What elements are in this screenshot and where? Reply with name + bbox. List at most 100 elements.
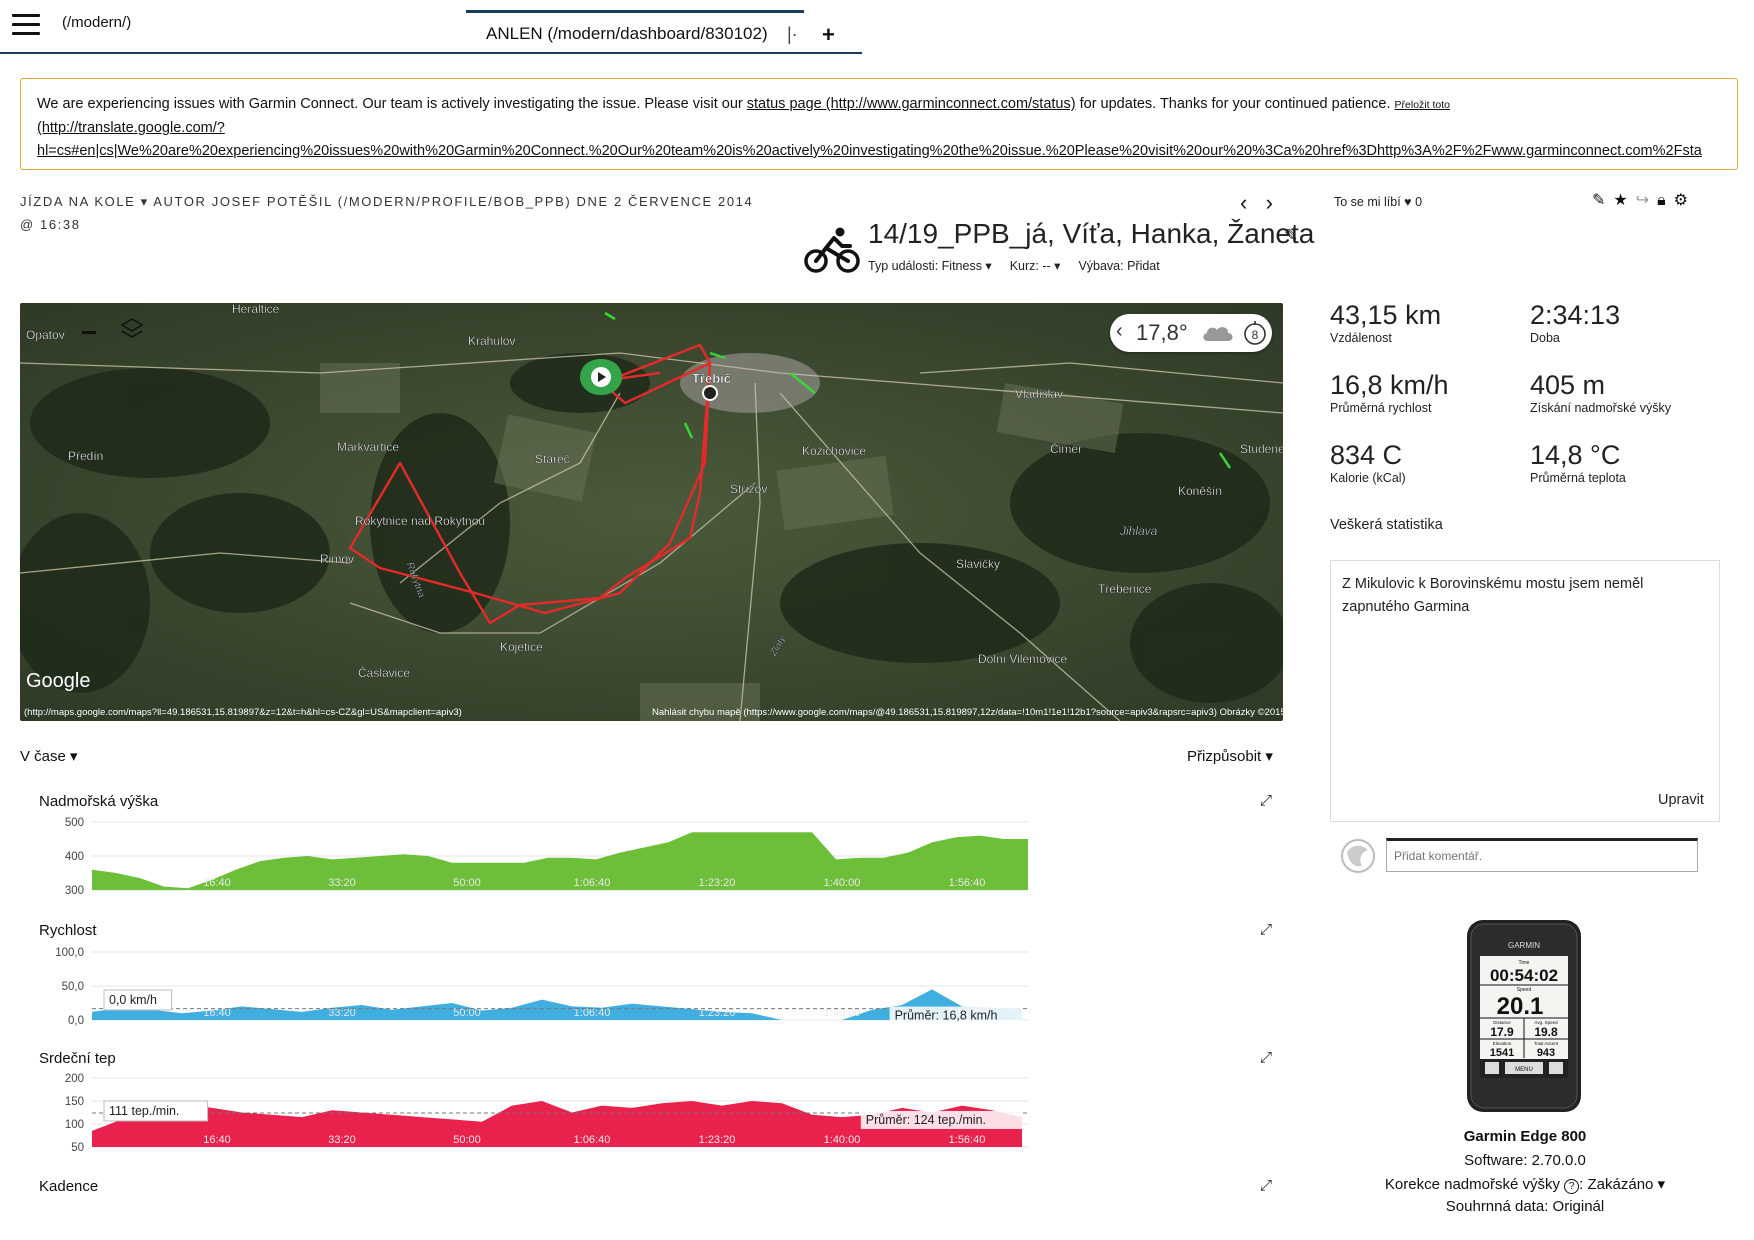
- hover-tooltip-text: 111 tep./min.: [109, 1104, 179, 1118]
- series-area: [92, 989, 1022, 1020]
- x-tick-label: 1:06:40: [574, 1007, 611, 1019]
- stat-value: 405 m: [1530, 370, 1606, 400]
- expand-icon[interactable]: ⤢: [1260, 921, 1273, 938]
- map-label: Předín: [68, 449, 103, 463]
- stat-calories: 834 C Kalorie (kCal): [1330, 440, 1406, 485]
- screen-distance: 17.9: [1490, 1025, 1514, 1039]
- map-label: Heraltice: [232, 303, 280, 316]
- add-tab-button[interactable]: +: [822, 22, 835, 47]
- map-label: Vladislav: [1015, 387, 1063, 401]
- screen-label: Time: [1519, 960, 1530, 966]
- map-label: Slavičky: [956, 557, 1000, 571]
- lock-icon[interactable]: 🔒︎: [1657, 192, 1674, 209]
- average-label: Průměr: 16,8 km/h: [895, 1009, 998, 1023]
- elevation-chart[interactable]: 500 400 300 16:40 33:20 50:00 1:06:40 1:23:20 1:…: [0, 810, 1050, 906]
- stat-label: Vzdálenost: [1330, 331, 1392, 345]
- map-label: Jihlava: [1119, 524, 1158, 538]
- tab-menu-icon[interactable]: |·: [787, 24, 798, 44]
- edit-title-icon[interactable]: ✎: [1284, 226, 1299, 245]
- screen-avg-speed: 19.8: [1534, 1025, 1558, 1039]
- customize-charts-select[interactable]: Přizpůsobit ▾: [1187, 748, 1273, 765]
- stat-avg-speed: 16,8 km/h Průměrná rychlost: [1330, 370, 1449, 415]
- translate-url-line-1[interactable]: (http://translate.google.com/?: [37, 120, 225, 136]
- x-tick-label: 50:00: [453, 1007, 481, 1019]
- prev-activity-icon[interactable]: ‹: [1240, 190, 1248, 215]
- google-logo: Google: [26, 670, 91, 692]
- x-tick-label: 1:06:40: [574, 877, 611, 889]
- y-tick-label: 100: [65, 1119, 84, 1131]
- chevron-left-icon[interactable]: ‹: [1116, 320, 1123, 342]
- expand-icon[interactable]: ⤢: [1260, 792, 1273, 809]
- zoom-out-icon[interactable]: [82, 331, 96, 334]
- altitude-correction-label: Korekce nadmořské výšky: [1384, 1176, 1560, 1193]
- activity-meta[interactable]: JÍZDA NA KOLE ▾ AUTOR JOSEF POTĚŠIL (/MO…: [20, 194, 754, 209]
- x-tick-label: 16:40: [203, 1134, 231, 1146]
- x-tick-label: 33:20: [328, 1134, 356, 1146]
- menu-icon[interactable]: [12, 14, 40, 36]
- translate-url-line-2[interactable]: hl=cs#en|cs|We%20are%20experiencing%20is…: [37, 143, 1702, 159]
- edit-icon[interactable]: ✎: [1592, 192, 1614, 209]
- map-attribution-left[interactable]: (http://maps.google.com/maps?ll=49.18653…: [24, 707, 462, 718]
- map-label: Střížov: [730, 482, 767, 496]
- map-attribution-right[interactable]: Nahlásit chybu mapě (https://www.google.…: [652, 707, 1283, 718]
- x-tick-label: 16:40: [203, 1007, 231, 1019]
- screen-label: Avg. Speed: [1534, 1020, 1558, 1025]
- stat-value: 43,15 km: [1330, 300, 1442, 330]
- screen-speed: 20.1: [1497, 993, 1544, 1020]
- average-label-box: [889, 1006, 1022, 1025]
- screen-label: Total Ascent: [1534, 1041, 1559, 1046]
- x-tick-label: 1:23:20: [699, 877, 736, 889]
- map-label: Časlavice: [358, 665, 410, 680]
- breadcrumb[interactable]: (/modern/): [62, 14, 132, 31]
- comment-input[interactable]: [1386, 838, 1698, 872]
- alert-banner: We are experiencing issues with Garmin C…: [20, 78, 1738, 170]
- map-label: Studenec: [1240, 442, 1283, 456]
- activity-title: 14/19_PPB_já, Víťa, Hanka, Žaneta: [868, 218, 1315, 249]
- time-mode-select[interactable]: V čase ▾: [20, 748, 78, 765]
- hover-tooltip: [103, 1100, 209, 1122]
- average-label: Průměr: 124 tep./min.: [866, 1113, 986, 1127]
- chart-title-cadence: Kadence: [39, 1178, 99, 1195]
- event-type-select[interactable]: Typ události: Fitness ▾: [868, 259, 992, 273]
- expand-icon[interactable]: ⤢: [1260, 1177, 1273, 1194]
- gear-icon[interactable]: ⚙: [1673, 192, 1697, 209]
- heart-icon[interactable]: ♥: [1404, 195, 1412, 209]
- y-tick-label: 300: [65, 885, 84, 897]
- expand-icon[interactable]: ⤢: [1260, 1049, 1273, 1066]
- heart-rate-chart[interactable]: 200 150 100 50 16:40 33:20 50:00 1:06:40 1:23:20…: [0, 1066, 1050, 1166]
- help-icon[interactable]: ?: [1564, 1179, 1580, 1194]
- stat-label: Průměrná rychlost: [1330, 401, 1432, 415]
- average-label-box: [860, 1110, 1022, 1129]
- tab-dashboard-label[interactable]: ANLEN (/modern/dashboard/830102): [486, 24, 768, 43]
- translate-link[interactable]: Přeložit toto: [1394, 99, 1450, 111]
- chart-title-elevation: Nadmořská výška: [39, 793, 159, 810]
- x-tick-label: 1:56:40: [949, 1134, 986, 1146]
- activity-toolbar: ✎★↪🔒︎⚙: [1592, 190, 1696, 210]
- y-tick-label: 400: [65, 851, 84, 863]
- map-label: Kojetice: [500, 640, 543, 654]
- cloud-icon: [1203, 327, 1233, 341]
- like-count: 0: [1415, 195, 1423, 209]
- layers-icon[interactable]: [120, 318, 144, 338]
- hover-tooltip-text: 0,0 km/h: [109, 993, 157, 1007]
- x-tick-label: 1:40:00: [824, 877, 861, 889]
- map-label: Markvartice: [337, 440, 399, 454]
- altitude-correction-select[interactable]: : Zakázáno ▾: [1579, 1176, 1666, 1193]
- x-tick-label: 1:23:20: [699, 1007, 736, 1019]
- next-activity-icon[interactable]: ›: [1265, 190, 1273, 215]
- stat-avg-temp: 14,8 °C Průměrná teplota: [1530, 440, 1626, 485]
- course-select[interactable]: Kurz: -- ▾: [1009, 259, 1061, 273]
- speed-chart[interactable]: 100,0 50,0 0,0 16:40 33:20 50:00 1:06:40 1:23:2…: [0, 940, 1050, 1035]
- all-stats-link[interactable]: Veškerá statistika: [1330, 517, 1443, 533]
- status-page-link[interactable]: status page (http://www.garminconnect.co…: [746, 96, 1076, 112]
- header-divider: [0, 52, 862, 54]
- weather-widget[interactable]: ‹ 17,8° 8: [1110, 314, 1272, 352]
- x-tick-label: 1:56:40: [949, 877, 986, 889]
- route-map[interactable]: Heraltice Opatov Krahulov Třebíč Vladisl…: [20, 303, 1283, 721]
- like-label[interactable]: To se mi líbí: [1334, 195, 1401, 209]
- gear-add-link[interactable]: Výbava: Přidat: [1078, 259, 1160, 273]
- share-icon[interactable]: ↪: [1635, 192, 1658, 209]
- edit-notes-button[interactable]: Upravit: [1658, 792, 1704, 808]
- star-icon[interactable]: ★: [1613, 192, 1636, 209]
- tab-dashboard[interactable]: [466, 10, 804, 50]
